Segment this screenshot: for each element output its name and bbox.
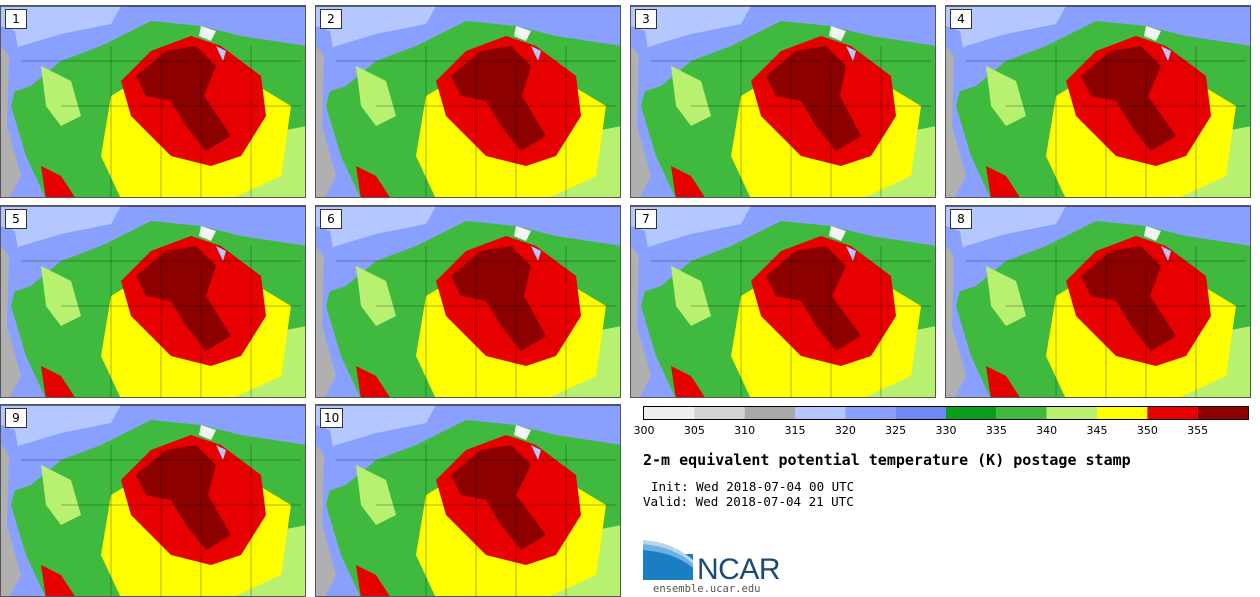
- colorbar-tick-label: 315: [784, 424, 806, 437]
- colorbar-segment: [996, 407, 1047, 419]
- colorbar-tick-label: 335: [985, 424, 1007, 437]
- member-map: [316, 206, 620, 397]
- colorbar-segment: [744, 407, 795, 419]
- member-panel: 8: [945, 205, 1251, 398]
- member-map: [946, 206, 1250, 397]
- member-number: 6: [320, 209, 342, 229]
- colorbar-segment: [694, 407, 745, 419]
- ncar-logo-text: NCAR: [697, 553, 781, 586]
- member-panel: 1: [0, 5, 306, 198]
- member-panel: 5: [0, 205, 306, 398]
- member-panel: 6: [315, 205, 621, 398]
- member-map: [1, 206, 305, 397]
- member-map: [316, 6, 620, 197]
- colorbar: [643, 406, 1249, 420]
- member-map: [946, 6, 1250, 197]
- colorbar-tick-label: 310: [734, 424, 756, 437]
- member-number: 4: [950, 9, 972, 29]
- figure-title: 2-m equivalent potential temperature (K)…: [643, 451, 1131, 469]
- member-map: [1, 405, 305, 596]
- colorbar-tick-label: 330: [935, 424, 957, 437]
- member-number: 5: [5, 209, 27, 229]
- colorbar-segment: [1197, 407, 1248, 419]
- member-map: [631, 206, 935, 397]
- colorbar-tick-label: 355: [1187, 424, 1209, 437]
- colorbar-tick-label: 320: [834, 424, 856, 437]
- member-map: [1, 6, 305, 197]
- colorbar-tick-label: 300: [633, 424, 655, 437]
- member-panel: 4: [945, 5, 1251, 198]
- member-number: 7: [635, 209, 657, 229]
- colorbar-segment: [644, 407, 695, 419]
- colorbar-tick-label: 305: [683, 424, 705, 437]
- member-number: 10: [320, 408, 344, 428]
- member-panel: 3: [630, 5, 936, 198]
- member-panel: 2: [315, 5, 621, 198]
- ncar-logo-icon: [643, 540, 693, 580]
- colorbar-border: [643, 406, 1249, 420]
- member-number: 9: [5, 408, 27, 428]
- member-number: 8: [950, 209, 972, 229]
- member-panel: 10: [315, 404, 621, 597]
- colorbar-segment: [845, 407, 896, 419]
- member-map: [631, 6, 935, 197]
- init-time: Init: Wed 2018-07-04 00 UTC: [651, 479, 855, 494]
- colorbar-tick-label: 340: [1036, 424, 1058, 437]
- logo-url: ensemble.ucar.edu: [653, 583, 761, 595]
- colorbar-segment: [1097, 407, 1148, 419]
- member-number: 1: [5, 9, 27, 29]
- colorbar-segment: [946, 407, 997, 419]
- member-map: [316, 405, 620, 596]
- member-panel: 9: [0, 404, 306, 597]
- colorbar-segment: [1046, 407, 1097, 419]
- member-number: 2: [320, 9, 342, 29]
- colorbar-tick-label: 345: [1086, 424, 1108, 437]
- valid-time: Valid: Wed 2018-07-04 21 UTC: [643, 494, 854, 509]
- colorbar-segment: [895, 407, 946, 419]
- colorbar-tick-label: 350: [1136, 424, 1158, 437]
- colorbar-segment: [795, 407, 846, 419]
- member-number: 3: [635, 9, 657, 29]
- member-panel: 7: [630, 205, 936, 398]
- colorbar-tick-label: 325: [885, 424, 907, 437]
- colorbar-segment: [1147, 407, 1198, 419]
